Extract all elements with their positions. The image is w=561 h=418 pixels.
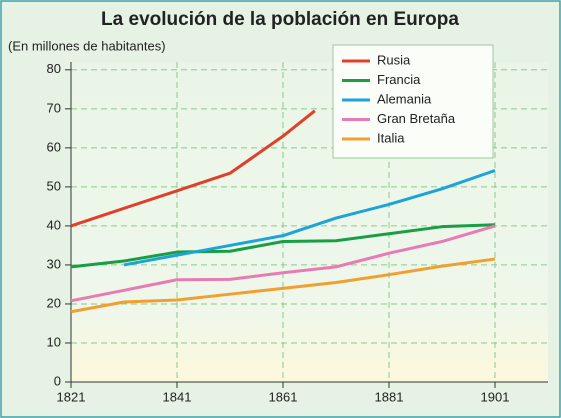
- series-line: [70, 223, 496, 269]
- y-tick-label: 20: [47, 295, 61, 310]
- x-tick-label: 1881: [375, 389, 404, 404]
- x-tick-label: 1841: [163, 389, 192, 404]
- legend-label: Francia: [377, 72, 421, 87]
- subtitle: (En millones de habitantes): [8, 38, 166, 53]
- series-line: [123, 169, 496, 267]
- chart-title: La evolución de la población en Europa: [101, 9, 459, 30]
- y-tick-label: 0: [54, 373, 61, 388]
- series-line: [70, 257, 496, 314]
- legend-label: Rusia: [377, 52, 411, 67]
- legend-label: Alemania: [377, 91, 432, 106]
- x-tick-label: 1861: [269, 389, 298, 404]
- series-line: [70, 224, 496, 303]
- y-tick-label: 80: [47, 61, 61, 76]
- x-tick-label: 1821: [57, 389, 86, 404]
- y-tick-label: 70: [47, 100, 61, 115]
- legend-label: Gran Bretaña: [377, 111, 456, 126]
- y-tick-label: 40: [47, 217, 61, 232]
- legend-label: Italia: [377, 130, 405, 145]
- y-tick-label: 60: [47, 139, 61, 154]
- series-line: [70, 109, 316, 228]
- y-tick-label: 10: [47, 334, 61, 349]
- y-tick-label: 30: [47, 256, 61, 271]
- x-tick-label: 1901: [481, 389, 510, 404]
- y-tick-label: 50: [47, 178, 61, 193]
